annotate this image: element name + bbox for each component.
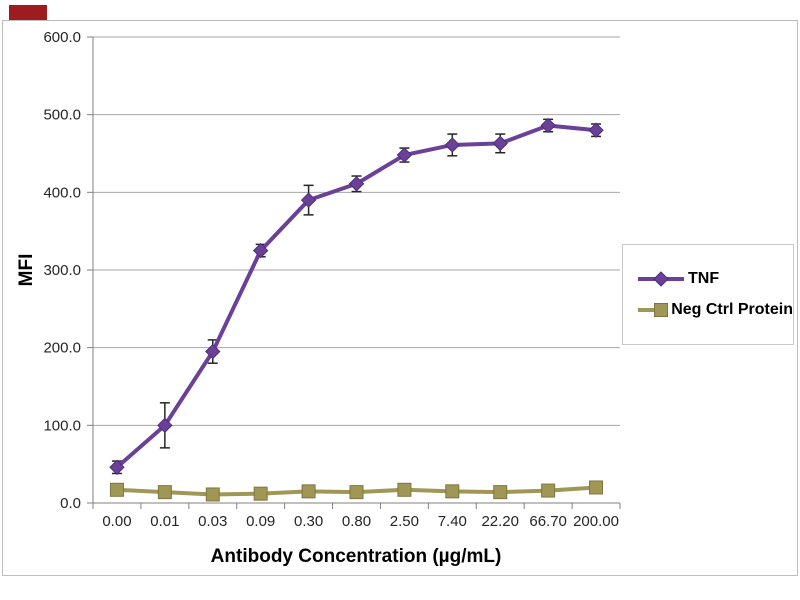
data-point [253,486,268,501]
x-tick-label: 22.20 [481,513,519,530]
data-point [157,485,172,500]
legend-label-neg-ctrl: Neg Ctrl Protein [671,301,793,318]
legend-item-tnf: TNF [637,270,793,288]
data-point [493,485,508,500]
legend-marker-diamond-icon [638,271,684,287]
y-tick-label: 100.0 [43,417,81,434]
data-point [205,487,220,502]
x-tick-label: 66.70 [529,513,567,530]
data-point [444,137,461,153]
y-tick-label: 400.0 [43,184,81,201]
data-point [348,176,365,192]
x-tick-label: 2.50 [390,513,419,530]
x-tick-label: 200.00 [573,513,619,530]
x-tick-label: 0.80 [342,513,371,530]
data-point [109,459,125,475]
y-tick-label: 500.0 [43,107,81,124]
x-tick-label: 0.03 [198,513,227,530]
legend-item-neg-ctrl: Neg Ctrl Protein [637,301,793,319]
legend: TNF Neg Ctrl Protein [622,244,794,345]
data-point [492,135,508,152]
data-point [205,343,221,360]
data-point [157,417,173,434]
data-point [301,484,316,499]
data-point [588,122,604,138]
data-point [397,482,412,497]
legend-marker-square-icon [638,303,669,317]
data-point [300,192,317,208]
y-axis-title: MFI [16,253,37,287]
data-point [109,482,124,497]
x-tick-label: 0.00 [102,513,131,530]
x-tick-label: 0.30 [294,513,323,530]
y-tick-label: 200.0 [43,340,81,357]
x-tick-label: 0.09 [246,513,275,530]
y-tick-label: 0.0 [60,495,81,512]
data-point [396,147,413,163]
data-point [252,242,269,259]
y-tick-label: 300.0 [43,262,81,279]
x-tick-label: 7.40 [438,513,467,530]
data-point [589,480,604,495]
data-point [540,117,556,134]
data-point [541,483,556,498]
legend-label-tnf: TNF [688,270,720,287]
x-axis-title: Antibody Concentration (µg/mL) [210,546,502,567]
data-point [349,485,364,500]
data-point [445,484,460,499]
y-tick-label: 600.0 [43,29,81,46]
x-tick-label: 0.01 [150,513,179,530]
